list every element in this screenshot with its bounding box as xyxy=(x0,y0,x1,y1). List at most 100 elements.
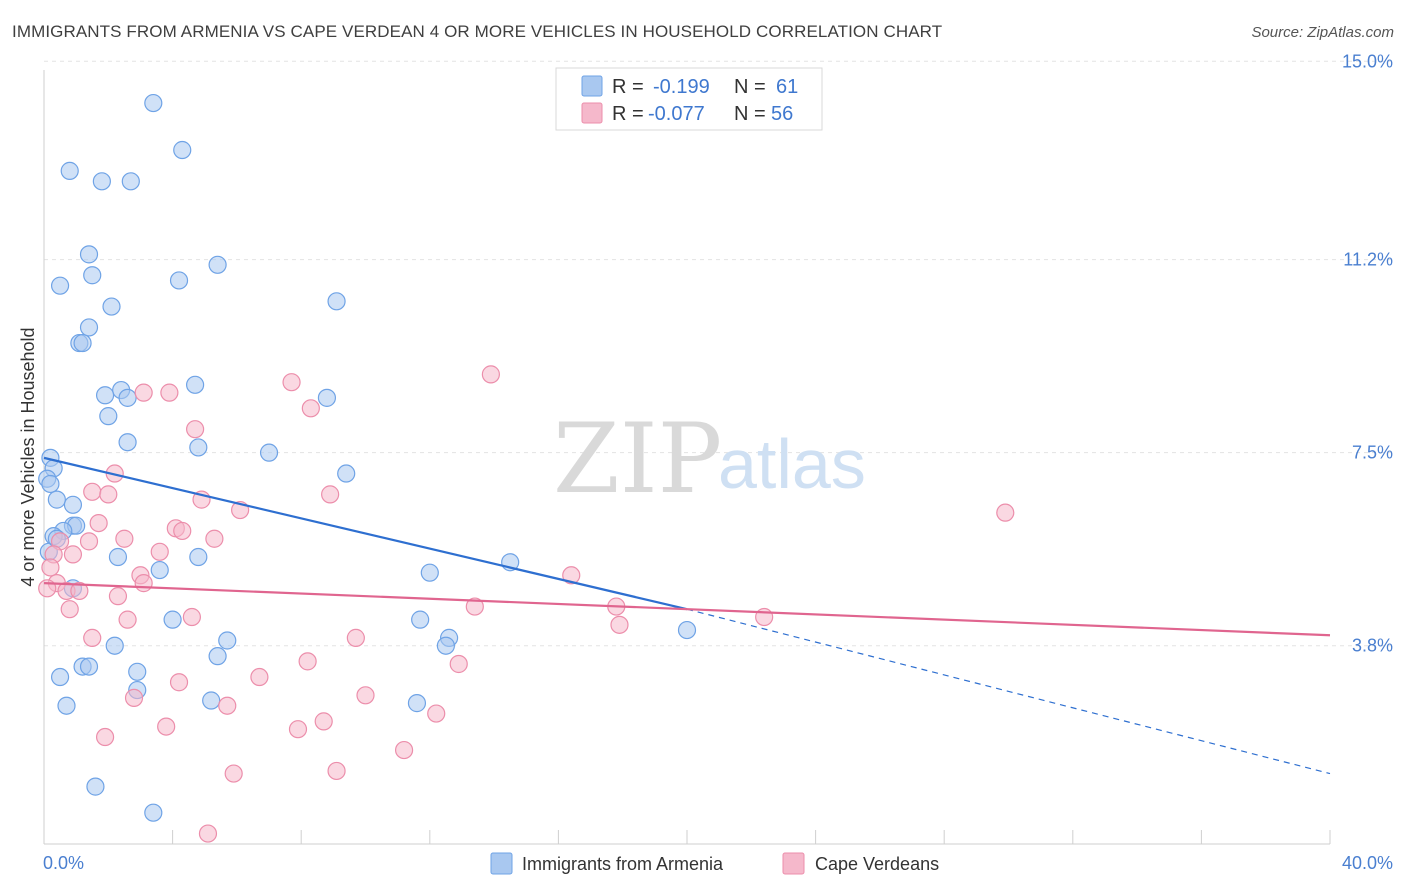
x-tick-labels: 0.0% 40.0% xyxy=(43,853,1393,873)
gridlines xyxy=(44,60,1392,647)
point-capeverde-9 xyxy=(321,485,340,504)
legend-swatch-armenia xyxy=(581,75,603,97)
point-capeverde-15 xyxy=(173,521,192,541)
point-armenia-6 xyxy=(83,266,102,285)
point-capeverde-35 xyxy=(182,607,201,627)
point-armenia-11 xyxy=(327,292,346,311)
watermark-zip: ZIP xyxy=(553,403,722,515)
point-armenia-41 xyxy=(163,610,182,629)
point-capeverde-16 xyxy=(115,529,134,548)
point-armenia-15 xyxy=(186,375,205,394)
point-armenia-19 xyxy=(317,388,337,407)
point-capeverde-56 xyxy=(198,824,218,843)
watermark-atlas: atlas xyxy=(718,425,866,503)
bottom-legend-label-armenia: Immigrants from Armenia xyxy=(522,854,724,874)
y-tick-label-0: 3.8% xyxy=(1352,636,1393,656)
point-armenia-58 xyxy=(144,803,163,822)
point-capeverde-48 xyxy=(427,704,446,723)
point-armenia-4 xyxy=(121,172,140,191)
point-armenia-57 xyxy=(86,777,105,796)
point-capeverde-40 xyxy=(346,628,365,647)
point-capeverde-32 xyxy=(465,597,484,616)
legend-n-label-capeverde: N = xyxy=(734,103,766,125)
legend-r-value-capeverde: -0.077 xyxy=(648,103,705,125)
point-capeverde-53 xyxy=(394,740,414,760)
point-armenia-28 xyxy=(41,474,60,494)
point-armenia-18 xyxy=(118,388,137,407)
point-capeverde-25 xyxy=(562,566,581,585)
point-armenia-26 xyxy=(337,464,356,483)
point-armenia-48 xyxy=(208,647,227,666)
point-capeverde-12 xyxy=(996,503,1015,522)
point-capeverde-52 xyxy=(95,727,115,747)
bottom-legend-swatch-armenia xyxy=(490,852,513,875)
trend-line-capeverde xyxy=(43,582,1331,637)
point-armenia-23 xyxy=(259,443,279,462)
point-capeverde-21 xyxy=(63,545,83,564)
point-capeverde-7 xyxy=(83,482,102,501)
point-armenia-0 xyxy=(144,93,163,113)
bottom-legend-label-capeverde: Cape Verdeans xyxy=(815,854,939,874)
point-armenia-46 xyxy=(105,636,124,655)
point-armenia-30 xyxy=(63,495,83,514)
chart-title: IMMIGRANTS FROM ARMENIA VS CAPE VERDEAN … xyxy=(12,22,943,41)
point-armenia-51 xyxy=(128,662,147,681)
y-tick-label-3: 15.0% xyxy=(1342,51,1393,71)
point-armenia-1 xyxy=(173,140,192,160)
point-capeverde-20 xyxy=(150,542,169,561)
point-armenia-56 xyxy=(407,694,427,713)
point-capeverde-8 xyxy=(99,485,118,504)
point-armenia-22 xyxy=(189,438,208,457)
point-capeverde-0 xyxy=(481,365,500,384)
point-capeverde-41 xyxy=(298,652,317,671)
legend-r-label-capeverde: R = xyxy=(612,103,644,125)
point-capeverde-2 xyxy=(134,383,153,402)
point-capeverde-54 xyxy=(224,764,243,783)
point-armenia-2 xyxy=(60,161,79,180)
point-armenia-3 xyxy=(92,172,111,191)
legend-box: R = -0.199 N = 61 R = -0.077 N = 56 xyxy=(555,67,823,131)
legend-swatch-capeverde xyxy=(581,102,603,124)
point-armenia-20 xyxy=(99,407,118,426)
point-capeverde-4 xyxy=(301,399,320,418)
point-capeverde-1 xyxy=(282,373,301,392)
bottom-legend: Immigrants from Armenia Cape Verdeans xyxy=(490,852,939,875)
point-armenia-9 xyxy=(50,276,70,295)
point-capeverde-51 xyxy=(288,720,308,739)
point-capeverde-30 xyxy=(108,587,128,606)
point-armenia-5 xyxy=(79,245,99,264)
point-capeverde-5 xyxy=(186,420,205,439)
source-label: Source: ZipAtlas.com xyxy=(1251,24,1394,41)
y-tick-labels: 3.8% 7.5% 11.2% 15.0% xyxy=(1342,51,1393,655)
point-armenia-54 xyxy=(57,696,76,715)
legend-r-value-armenia: -0.199 xyxy=(653,76,710,98)
point-armenia-52 xyxy=(50,667,70,687)
legend-n-value-capeverde: 56 xyxy=(771,103,793,125)
point-armenia-38 xyxy=(150,560,169,580)
watermark: ZIP atlas xyxy=(553,403,866,515)
point-capeverde-13 xyxy=(89,513,108,533)
point-armenia-43 xyxy=(677,620,697,640)
series-points xyxy=(38,93,1015,843)
bottom-legend-swatch-capeverde xyxy=(782,852,805,875)
point-capeverde-17 xyxy=(205,529,224,548)
point-capeverde-44 xyxy=(169,673,189,692)
trend-lines xyxy=(43,456,1331,775)
y-tick-label-1: 7.5% xyxy=(1352,443,1393,463)
legend-n-label-armenia: N = xyxy=(734,76,766,98)
trend-line-armenia-extension xyxy=(686,608,1331,775)
point-capeverde-23 xyxy=(41,558,60,577)
point-capeverde-49 xyxy=(314,712,333,731)
point-capeverde-19 xyxy=(79,532,99,551)
point-armenia-42 xyxy=(411,610,430,629)
point-capeverde-36 xyxy=(118,610,137,629)
point-armenia-10 xyxy=(102,297,121,316)
point-armenia-36 xyxy=(189,547,208,567)
point-armenia-14 xyxy=(73,333,92,353)
x-tick-label-0: 0.0% xyxy=(43,853,84,873)
point-armenia-45 xyxy=(218,631,237,650)
y-tick-label-2: 11.2% xyxy=(1343,250,1393,270)
point-capeverde-34 xyxy=(60,600,79,619)
y-axis-label: 4 or more Vehicles in Household xyxy=(18,327,38,586)
